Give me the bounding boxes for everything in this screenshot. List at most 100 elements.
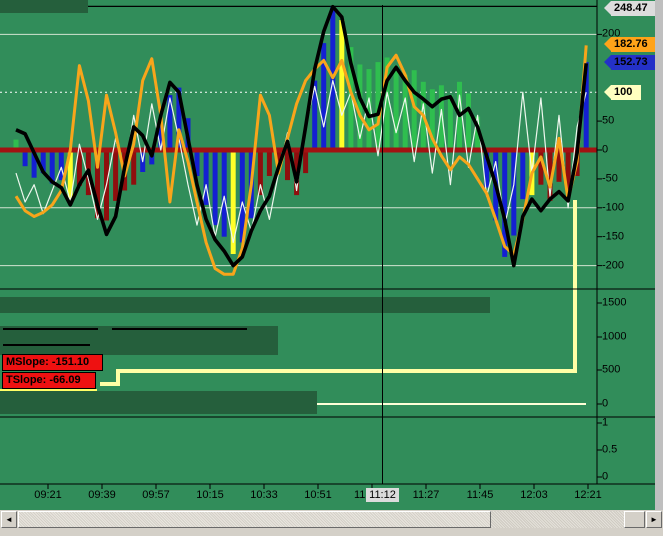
histogram-bar [357,64,363,150]
histogram-bar [502,150,508,257]
redacted-underline [3,344,90,346]
redacted-underline [112,328,247,330]
histogram-bar [58,150,64,181]
slope-connector-line [100,200,577,386]
y-axis-label: 1000 [602,330,627,343]
histogram-bar [266,150,272,176]
redacted-underline [3,328,98,330]
y-axis-label: -50 [602,172,618,185]
histogram-bar [239,150,245,243]
crosshair-vertical-line [382,5,383,484]
histogram-bar [167,95,173,150]
histogram-bar [230,150,236,254]
histogram-bar [285,150,290,181]
histogram-bar [402,74,408,150]
redacted-label-topleft [0,0,88,13]
mslope-label: MSlope: -151.10 [2,354,103,371]
histogram-bar [393,65,399,150]
histogram-bar [565,150,571,192]
histogram-bar [158,124,164,150]
histogram-bar [176,87,182,150]
y-axis-label: 200 [602,27,621,40]
histogram-bar [411,70,417,150]
left-arrow-icon: ◄ [5,515,13,524]
tslope-label: TSlope: -66.09 [2,372,96,389]
histogram-bar [194,150,200,176]
histogram-bar [13,139,19,150]
histogram-bar [556,150,562,182]
tslope-underline [0,389,97,391]
histogram-bar [312,80,318,150]
y-axis-label: 0 [602,470,609,483]
histogram-bar [475,116,481,150]
histogram-bar [520,150,526,200]
price-tag-hline: 100 [604,85,641,100]
histogram-bar [131,150,137,185]
y-axis-label: -100 [602,201,625,214]
histogram-bar [511,150,517,236]
crosshair-time-label: 11:12 [366,488,399,502]
time-label: 09:21 [34,489,62,501]
redacted-label-band [0,297,490,313]
scrollbar-track[interactable] [491,511,624,528]
histogram-bar [583,62,589,150]
histogram-bar [95,150,100,219]
time-label-partial: 11 [354,489,366,501]
price-tag-high: 248.47 [604,1,661,16]
y-axis-label: -200 [602,259,625,272]
y-axis-label: -150 [602,230,625,243]
y-axis-label: 50 [602,114,615,127]
chart-canvas[interactable] [0,0,663,510]
histogram-bar [429,89,435,150]
y-axis-label: 0.5 [602,443,618,456]
histogram-bar [366,69,372,150]
time-label: 11:45 [466,489,494,501]
y-axis-label: 0 [602,397,609,410]
histogram-bar [375,62,381,150]
price-tag-blue: 152.73 [604,55,657,70]
histogram-bar [67,150,73,201]
y-axis-label: 500 [602,363,621,376]
horizontal-scrollbar[interactable]: ◄ ► [0,510,663,536]
time-label: 11:27 [412,489,440,501]
histogram-bar [203,150,209,205]
time-label: 09:57 [142,489,170,501]
time-label: 12:21 [574,489,602,501]
y-axis-label: 0 [602,143,609,156]
scrollbar-extra-button[interactable] [624,511,645,528]
histogram-bar [257,150,263,196]
histogram-bar [22,150,28,167]
time-label: 09:39 [88,489,116,501]
time-label: 10:51 [304,489,332,501]
histogram-bar [466,93,471,150]
histogram-bar [321,43,327,150]
histogram-bar [303,150,309,174]
scrollbar-thumb[interactable] [18,511,491,528]
histogram-bar [31,150,37,178]
histogram-bar [339,20,345,150]
y-axis-label: 1500 [602,296,627,309]
window-edge [655,0,663,510]
histogram-bar [348,47,354,150]
y-axis-label: 1 [602,416,609,429]
series-black-line [15,4,588,268]
histogram-bar [384,57,390,150]
price-tag-orange: 182.76 [604,37,657,52]
scrollbar-right-arrow-button[interactable]: ► [646,511,662,528]
histogram-bar [276,150,281,168]
histogram-bar [76,150,82,186]
histogram-bar [113,150,119,201]
histogram-bar [49,150,55,184]
series-orange-line [14,45,588,276]
histogram-bar [547,150,553,201]
redacted-label-bottom-block [0,391,317,414]
histogram-bar [538,150,544,185]
histogram-bar [221,150,227,237]
histogram-bar [447,95,453,150]
scrollbar-left-arrow-button[interactable]: ◄ [1,511,17,528]
histogram-bar [484,150,490,188]
time-label: 10:33 [250,489,278,501]
histogram-bar [438,85,444,150]
right-arrow-icon: ► [650,515,658,524]
